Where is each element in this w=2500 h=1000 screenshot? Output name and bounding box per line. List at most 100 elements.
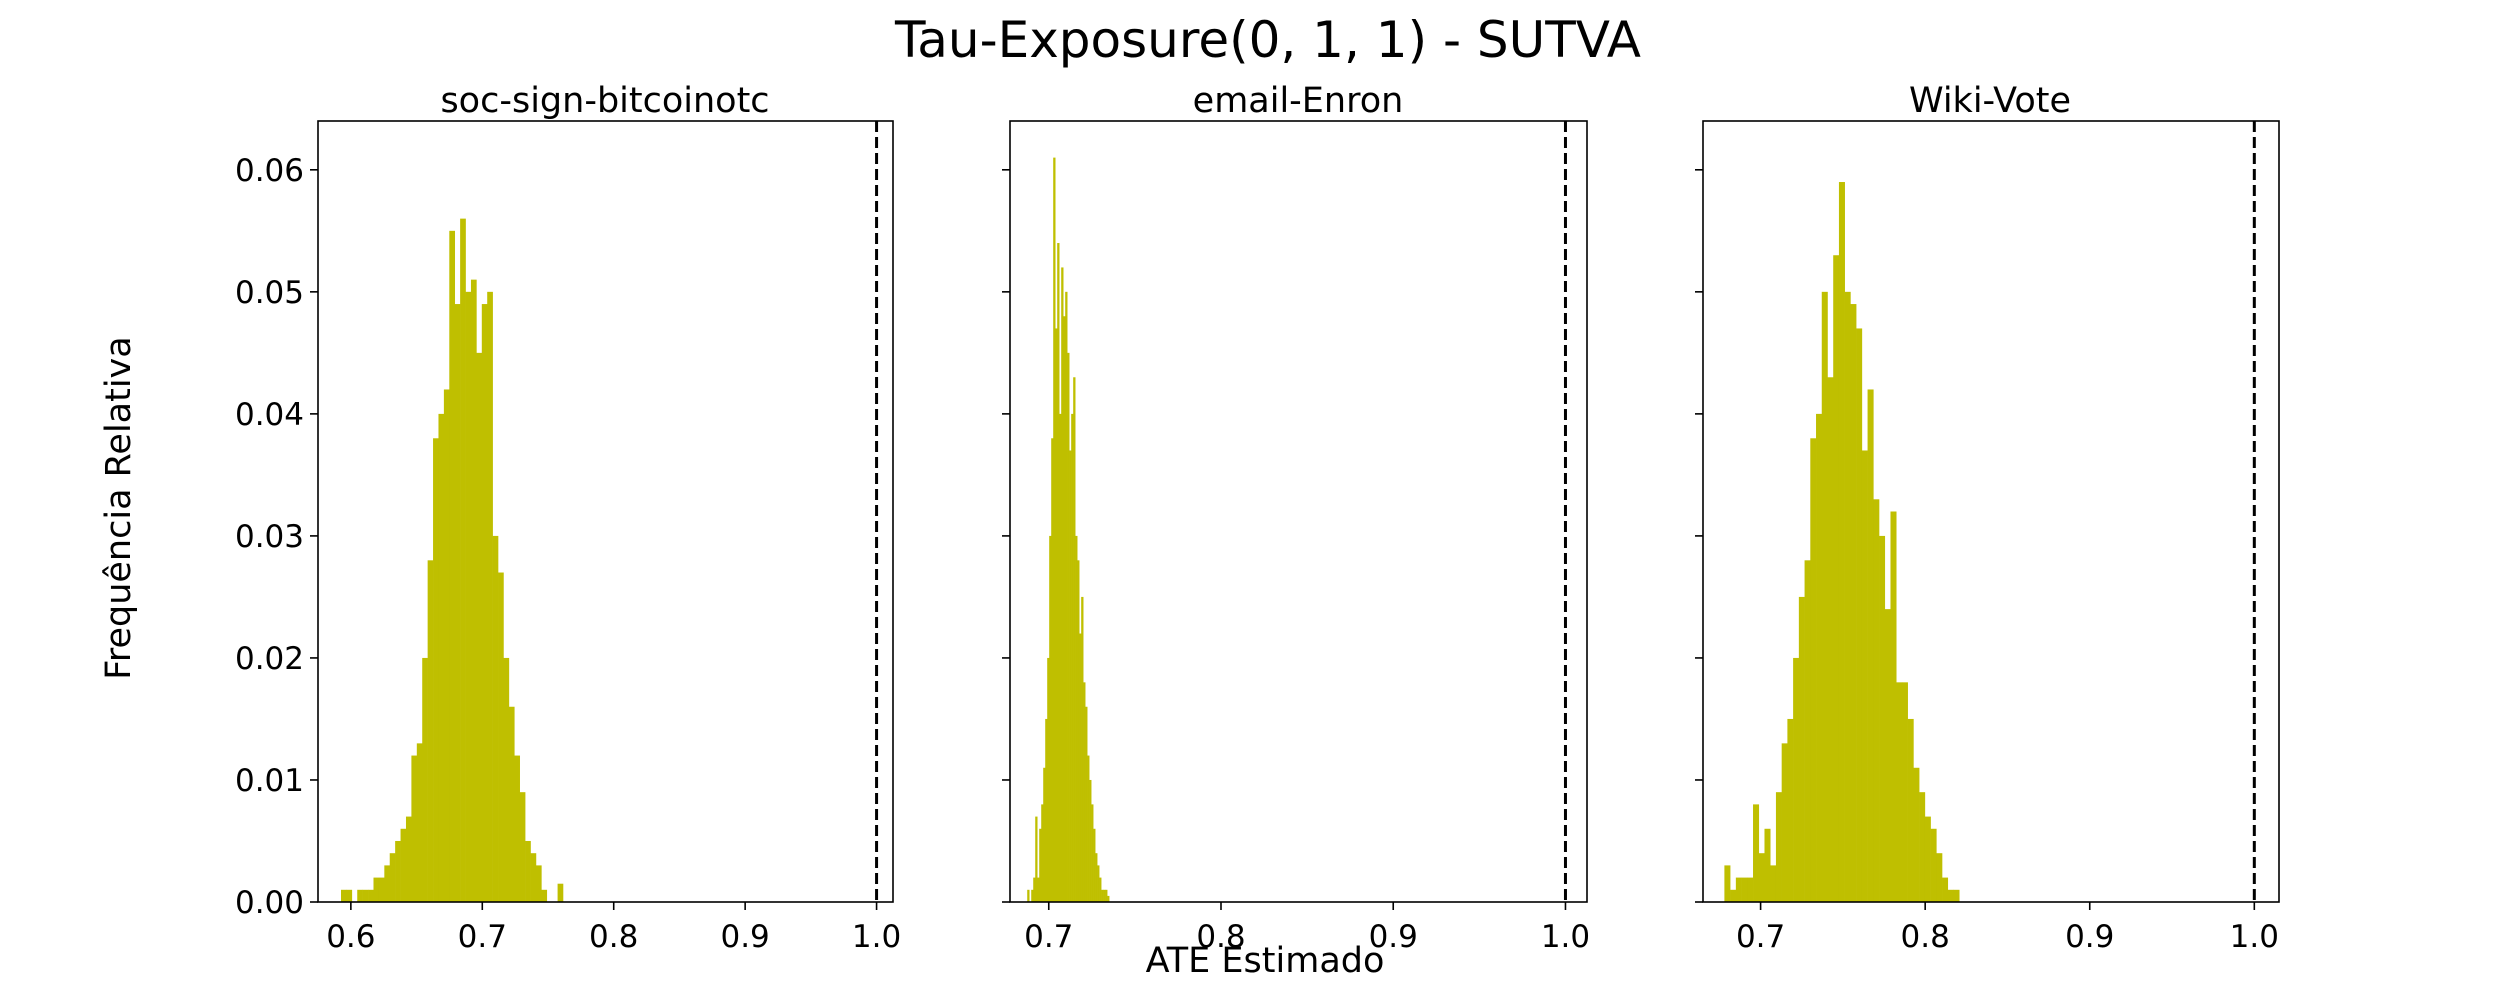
histogram-bar bbox=[1057, 243, 1060, 902]
histogram-bar bbox=[1827, 377, 1834, 902]
histogram-bar bbox=[1055, 328, 1058, 902]
histogram-bar bbox=[1069, 450, 1072, 902]
histogram-bar bbox=[1087, 755, 1090, 902]
histogram-bar bbox=[341, 889, 347, 902]
histogram-bar bbox=[1730, 889, 1737, 902]
histogram-bar bbox=[1027, 889, 1030, 902]
histogram-bar bbox=[1924, 816, 1931, 902]
histogram-bar bbox=[1764, 828, 1771, 902]
histogram-bar bbox=[1031, 889, 1034, 902]
histogram-bar bbox=[1844, 291, 1851, 903]
histogram-bar bbox=[427, 560, 434, 902]
histogram-bar bbox=[1107, 895, 1110, 902]
histogram-bar bbox=[492, 535, 499, 902]
histogram-bar bbox=[1838, 182, 1845, 902]
histogram-bar bbox=[1747, 877, 1754, 902]
histogram-bar bbox=[362, 889, 369, 902]
histogram-bar bbox=[541, 889, 548, 902]
y-tick-label: 0.02 bbox=[235, 641, 304, 677]
x-tick-label: 0.9 bbox=[2065, 919, 2114, 955]
histogram-bar bbox=[395, 840, 401, 902]
histogram-bar bbox=[1781, 743, 1788, 902]
histogram-bar bbox=[514, 755, 520, 902]
histogram-bar bbox=[1101, 889, 1104, 902]
histogram-bar bbox=[1063, 316, 1066, 902]
histogram-bar bbox=[1833, 255, 1840, 903]
histogram-bar bbox=[1081, 596, 1084, 902]
y-tick-label: 0.01 bbox=[235, 763, 304, 799]
histogram-bar bbox=[1049, 535, 1052, 902]
histogram-bar bbox=[1071, 413, 1074, 903]
histogram-bar bbox=[1901, 682, 1908, 902]
histogram-bar bbox=[411, 755, 418, 902]
histogram-bar bbox=[1856, 328, 1863, 902]
histogram-bar bbox=[1821, 291, 1828, 903]
histogram-bar bbox=[1890, 511, 1897, 902]
x-tick-label: 0.8 bbox=[1901, 919, 1950, 955]
histogram-bar bbox=[1041, 804, 1044, 903]
x-tick-label: 1.0 bbox=[852, 919, 901, 955]
histogram-bar bbox=[1879, 535, 1886, 902]
panel-soc-sign-bitcoinotc: soc-sign-bitcoinotc 0.6 0.7 0.8 0.9 1.0 0.00 0… bbox=[235, 81, 901, 955]
x-axis-label: ATE Estimado bbox=[1146, 941, 1385, 981]
panel-wiki-vote: Wiki-Vote 0.7 0.8 0.9 1.0 bbox=[1695, 81, 2280, 955]
x-tick-label: 1.0 bbox=[2230, 919, 2279, 955]
histogram-bar bbox=[1067, 352, 1070, 902]
histogram-bar bbox=[487, 291, 493, 903]
histogram-bar bbox=[530, 853, 537, 902]
plot-frame bbox=[1009, 120, 1588, 903]
histogram-bar bbox=[416, 743, 423, 902]
y-axis-label: Frequência Relativa bbox=[99, 336, 139, 679]
histogram-bar bbox=[1816, 413, 1823, 903]
histogram-bar bbox=[1770, 865, 1777, 902]
histogram-bar bbox=[443, 389, 450, 903]
histogram-bar bbox=[346, 889, 353, 902]
x-tick-label: 0.7 bbox=[1024, 919, 1073, 955]
histogram-bar bbox=[519, 792, 526, 902]
histogram-bar bbox=[389, 853, 396, 902]
histogram-bar bbox=[449, 230, 456, 902]
histogram-bar bbox=[373, 877, 380, 902]
histogram-bar bbox=[557, 883, 564, 902]
histogram-bar bbox=[525, 840, 531, 902]
histogram-bar bbox=[422, 657, 428, 902]
histogram-bar bbox=[1804, 560, 1811, 902]
histogram-bar bbox=[1884, 609, 1891, 903]
histogram-bar bbox=[1073, 377, 1076, 902]
histogram-bar bbox=[368, 889, 374, 902]
histogram-bar bbox=[1089, 779, 1092, 902]
histogram-bar bbox=[1033, 877, 1036, 902]
histogram-bar bbox=[1793, 657, 1800, 902]
x-tick-label: 0.7 bbox=[1736, 919, 1785, 955]
histogram-bar bbox=[1741, 877, 1748, 902]
histogram-bar bbox=[470, 279, 477, 902]
histogram-bar bbox=[1035, 816, 1038, 902]
y-tick-label: 0.05 bbox=[235, 275, 304, 311]
histogram-bar bbox=[1735, 877, 1742, 902]
histogram-bar bbox=[481, 304, 488, 902]
histogram-bar bbox=[1075, 535, 1078, 902]
histogram-bar bbox=[1753, 804, 1760, 903]
histogram-bar bbox=[1867, 389, 1874, 903]
x-tick-label: 0.7 bbox=[458, 919, 507, 955]
x-tick-label: 0.8 bbox=[1196, 919, 1245, 955]
histogram-bar bbox=[1091, 804, 1094, 903]
y-tick-label: 0.04 bbox=[235, 397, 304, 433]
histogram-bar bbox=[1930, 828, 1937, 902]
histogram-bar bbox=[1065, 291, 1068, 903]
histogram-bar bbox=[1105, 889, 1108, 902]
histogram-bar bbox=[1919, 792, 1926, 902]
histogram-bar bbox=[1850, 304, 1857, 902]
histogram-bar bbox=[1079, 633, 1082, 902]
x-tick-label: 0.9 bbox=[720, 919, 769, 955]
histogram-bar bbox=[1061, 267, 1064, 902]
histogram-bar bbox=[1936, 853, 1943, 902]
histogram-bar bbox=[460, 218, 466, 903]
histogram-bar bbox=[438, 413, 445, 903]
y-tick-label: 0.00 bbox=[235, 885, 304, 921]
histogram-bar bbox=[1083, 682, 1086, 902]
histogram-bar bbox=[1097, 865, 1100, 902]
histogram-bar bbox=[1051, 438, 1054, 902]
histogram-bar bbox=[1907, 718, 1914, 902]
histogram-bar bbox=[1095, 853, 1098, 902]
